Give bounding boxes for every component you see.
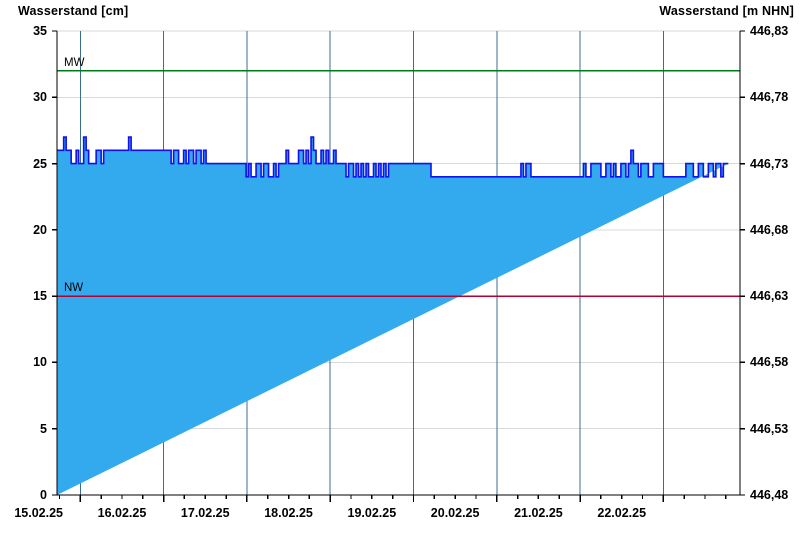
left-axis-tick-3: 20 bbox=[33, 222, 47, 237]
right-axis-tick-6: 446,53 bbox=[750, 421, 789, 436]
x-axis-tick-4: 19.02.25 bbox=[347, 506, 397, 520]
left-axis-tick-7: 0 bbox=[40, 488, 47, 502]
x-axis-tick-7: 22.02.25 bbox=[597, 506, 647, 520]
nw-line-label: NW bbox=[64, 282, 84, 295]
mw-line-label: MW bbox=[64, 56, 85, 69]
right-axis-tick-1: 446,78 bbox=[750, 90, 789, 105]
left-axis-tick-4: 15 bbox=[33, 289, 47, 304]
reference-lines bbox=[57, 69, 740, 297]
x-axis-tick-6: 21.02.25 bbox=[514, 506, 563, 520]
right-axis-tick-7: 446,48 bbox=[750, 488, 789, 502]
x-axis-tick-0: 15.02.25 bbox=[14, 506, 64, 520]
right-axis-title: Wasserstand [m NHN] bbox=[659, 4, 794, 18]
axis-lines bbox=[56, 31, 741, 496]
left-axis-tick-0: 35 bbox=[33, 24, 47, 38]
x-axis-tick-2: 17.02.25 bbox=[180, 506, 230, 520]
right-axis-tick-2: 446,73 bbox=[750, 156, 789, 171]
left-axis-tick-5: 10 bbox=[33, 355, 47, 370]
left-axis-tick-1: 30 bbox=[33, 90, 47, 105]
left-axis-title: Wasserstand [cm] bbox=[18, 4, 129, 18]
left-axis-tick-2: 25 bbox=[33, 156, 47, 171]
right-axis-tick-3: 446,68 bbox=[750, 222, 789, 237]
right-axis-tick-5: 446,58 bbox=[750, 355, 789, 370]
x-axis-tick-3: 18.02.25 bbox=[264, 506, 313, 520]
x-axis-tick-1: 16.02.25 bbox=[97, 506, 147, 520]
water-level-series bbox=[57, 136, 729, 496]
right-axis-tick-0: 446,83 bbox=[750, 24, 789, 38]
right-axis-tick-4: 446,63 bbox=[750, 289, 789, 304]
left-axis-tick-6: 5 bbox=[40, 421, 47, 436]
axis-ticks bbox=[52, 30, 745, 502]
x-axis-tick-5: 20.02.25 bbox=[430, 506, 480, 520]
